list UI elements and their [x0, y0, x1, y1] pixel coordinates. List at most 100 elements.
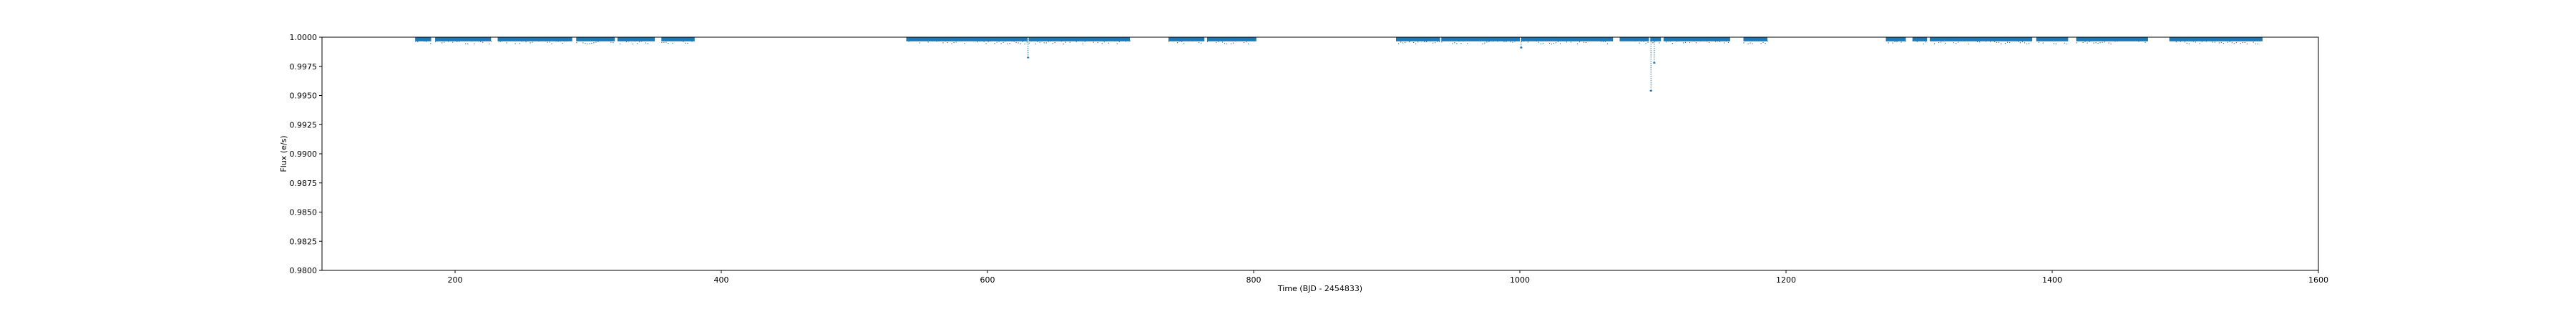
- flux-point: [1116, 43, 1118, 44]
- transit-min-point: [1027, 57, 1030, 59]
- flux-point: [1727, 41, 1729, 43]
- flux-point: [1206, 41, 1209, 42]
- flux-point: [2076, 42, 2077, 44]
- flux-point: [645, 42, 647, 44]
- flux-point: [1176, 42, 1179, 44]
- x-tick-label: 1200: [1776, 275, 1796, 285]
- observation-segment: [1743, 36, 1768, 44]
- flux-point: [1918, 39, 1920, 41]
- flux-point: [1758, 40, 1760, 41]
- flux-point: [476, 39, 477, 41]
- observation-segment: [1619, 36, 1649, 44]
- observation-segment: [1441, 36, 1520, 44]
- flux-band: [2076, 36, 2148, 41]
- flux-point: [482, 41, 484, 43]
- flux-point: [469, 39, 471, 40]
- flux-point: [2220, 41, 2222, 44]
- x-tick-label: 600: [980, 275, 995, 285]
- flux-point: [957, 39, 959, 41]
- flux-point: [1043, 42, 1045, 44]
- flux-point: [1682, 42, 1684, 44]
- flux-point: [1424, 41, 1425, 42]
- flux-point: [1209, 39, 1211, 41]
- flux-point: [1065, 41, 1066, 43]
- flux-point: [525, 41, 527, 43]
- flux-point: [582, 42, 584, 44]
- flux-point: [435, 41, 436, 43]
- flux-point: [1396, 39, 1397, 40]
- flux-point: [985, 43, 987, 44]
- flux-point: [1211, 40, 1213, 41]
- flux-point: [665, 41, 667, 43]
- flux-point: [1191, 40, 1194, 41]
- flux-point: [1591, 39, 1594, 40]
- flux-point: [1948, 39, 1951, 40]
- flux-point: [1189, 39, 1191, 41]
- flux-band: [661, 36, 695, 41]
- flux-point: [1994, 41, 1996, 42]
- flux-point: [2225, 40, 2226, 41]
- flux-point: [960, 40, 961, 41]
- flux-point: [591, 42, 592, 44]
- flux-point: [1028, 42, 1030, 44]
- flux-point: [1566, 41, 1568, 43]
- flux-point: [1719, 41, 1721, 42]
- flux-point: [912, 40, 914, 41]
- flux-point: [1469, 40, 1470, 41]
- flux-point: [1241, 39, 1243, 40]
- flux-point: [1460, 42, 1462, 44]
- flux-point: [589, 43, 590, 44]
- flux-point: [2216, 39, 2218, 41]
- flux-point: [625, 41, 628, 43]
- transit-min-point: [1649, 89, 1652, 92]
- flux-point: [1938, 41, 1940, 44]
- flux-point: [972, 39, 974, 41]
- flux-point: [2233, 43, 2235, 44]
- flux-point: [1118, 41, 1120, 42]
- flux-point: [636, 43, 638, 44]
- flux-band: [1441, 36, 1520, 41]
- flux-point: [2235, 41, 2237, 44]
- flux-band: [1206, 36, 1257, 41]
- flux-point: [2049, 39, 2050, 41]
- y-tick-label: 0.9825: [290, 237, 318, 246]
- flux-point: [1093, 41, 1094, 43]
- flux-band: [1521, 36, 1614, 41]
- flux-point: [1760, 43, 1762, 44]
- flux-point: [1553, 42, 1555, 44]
- y-tick-label: 0.9925: [290, 120, 318, 129]
- flux-point: [1743, 42, 1745, 44]
- flux-point: [2121, 39, 2122, 40]
- flux-point: [1413, 41, 1415, 44]
- flux-point: [977, 41, 978, 43]
- flux-point: [597, 41, 599, 42]
- flux-point: [2062, 39, 2063, 41]
- flux-point: [1020, 43, 1021, 44]
- flux-point: [2051, 39, 2052, 41]
- flux-point: [2175, 41, 2177, 43]
- flux-point: [1687, 39, 1689, 41]
- flux-point: [2021, 41, 2024, 43]
- flux-point: [1073, 39, 1075, 41]
- flux-band: [617, 36, 655, 41]
- flux-point: [484, 39, 486, 41]
- flux-point: [1252, 40, 1254, 41]
- flux-point: [1901, 41, 1902, 43]
- flux-point: [1626, 40, 1627, 41]
- flux-point: [1572, 40, 1574, 41]
- flux-point: [1533, 39, 1536, 41]
- transit-dip: [1027, 37, 1030, 59]
- flux-point: [593, 42, 595, 44]
- flux-point: [2095, 42, 2097, 44]
- flux-point: [606, 39, 608, 41]
- flux-point: [452, 41, 454, 43]
- flux-point: [1896, 41, 1898, 43]
- flux-point: [927, 41, 929, 43]
- flux-point: [1639, 42, 1640, 44]
- transit-dip: [1653, 37, 1656, 64]
- transit-min-point: [1520, 46, 1523, 49]
- flux-point: [499, 41, 501, 42]
- flux-point: [1963, 39, 1966, 41]
- flux-point: [685, 42, 686, 44]
